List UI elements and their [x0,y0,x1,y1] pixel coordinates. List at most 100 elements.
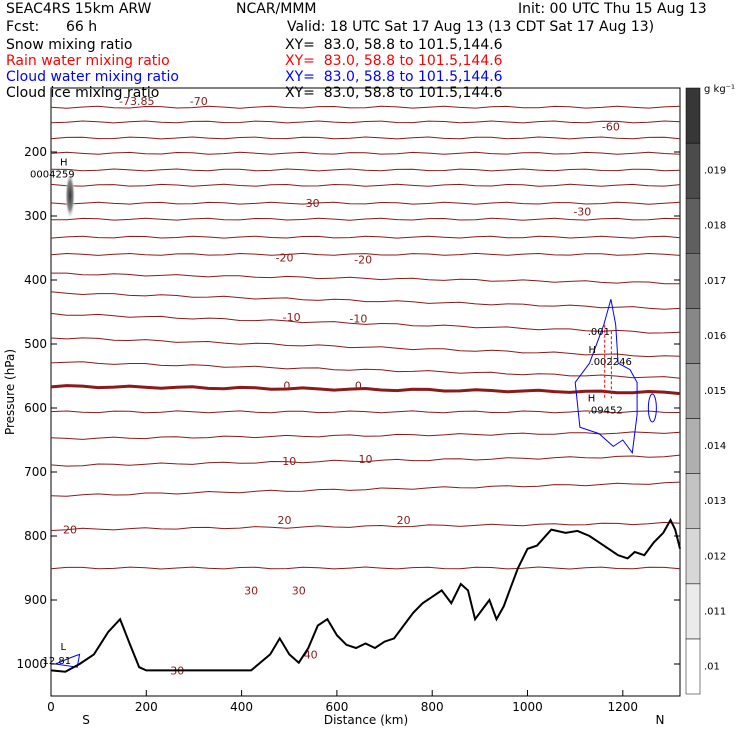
colorbar-cell [685,583,701,640]
field-xy-cloud-ice: XY= 83.0, 58.8 to 101.5,144.6 [285,85,503,101]
south-endpoint-label: S [82,713,90,727]
colorbar-label: .012 [704,551,726,562]
contour-label: 20 [397,514,411,527]
axes: 0 200 400 600 800 1000 12002003004005006007008… [16,145,680,714]
field-label-snow: Snow mixing ratio [6,37,133,53]
snow-max-marker: H [60,158,68,169]
colorbar-label: .018 [704,221,726,232]
contour-label: -30 [573,206,591,219]
contour-label: -73.85 [119,95,154,108]
colorbar-label: .01 [704,661,720,672]
x-axis-title: Distance (km) [324,713,408,727]
colorbar-cell [685,638,701,695]
colorbar-cell [685,363,701,419]
temperature-contour-line [50,235,681,239]
contour-label: -70 [190,95,208,108]
cloud-ice-min-marker: L [61,642,67,653]
temperature-contour-line [50,168,681,172]
temperature-contour-line [50,481,681,497]
x-tick-label: 600 [325,700,348,714]
contour-label: -20 [276,252,294,265]
x-tick-label: 800 [421,700,444,714]
colorbar-label: .016 [704,331,726,342]
x-tick-label: 1200 [608,700,639,714]
y-tick-label: 900 [24,593,47,607]
terrain-line [50,517,681,673]
field-label-cloud-water: Cloud water mixing ratio [6,69,179,85]
valid-time: Valid: 18 UTC Sat 17 Aug 13 (13 CDT Sat … [287,19,655,35]
temperature-contour-line [50,201,681,205]
y-tick-label: 200 [24,145,47,159]
temperature-contour-line [50,431,681,440]
temperature-contour-line [50,521,681,531]
plot-frame [50,87,681,697]
y-tick-label: 1000 [16,657,47,671]
colorbar-label: .017 [704,276,726,287]
colorbar-cell [685,197,701,254]
cloud-water-contour-left [54,653,81,668]
y-tick-label: 400 [24,273,47,287]
colorbar: .01 .011 .012 .013 .014 .015 .016 .017 .018 .019 g… [685,84,735,695]
cloud-water-max-value: .09452 [588,406,623,417]
field-label-rain: Rain water mixing ratio [6,53,170,69]
snow-max-value: 0004259 [30,170,75,181]
temperature-contour-line [50,410,681,414]
colorbar-cell [685,87,701,144]
rain-max-marker: H [589,345,597,356]
rain-max-value: .002246 [591,357,632,368]
forecast-label: Fcst: [6,19,40,35]
contour-label: 0 [283,380,290,393]
contour-label: 10 [359,453,373,466]
contour-label: 10 [282,455,296,468]
colorbar-cell [685,308,701,364]
y-tick-label: 600 [24,401,47,415]
cloud-water-max-marker: H [588,394,596,405]
colorbar-cell [685,473,701,529]
temperature-contours [50,105,681,570]
field-xy-snow: XY= 83.0, 58.8 to 101.5,144.6 [285,37,503,53]
colorbar-cell [685,418,701,474]
init-time: Init: 00 UTC Thu 15 Aug 13 [518,1,707,17]
colorbar-label: .014 [704,441,726,452]
model-title: SEAC4RS 15km ARW [6,1,152,17]
temperature-contour-line [50,361,681,379]
colorbar-label: .019 [704,166,726,177]
colorbar-cell [685,528,701,585]
temperature-contour-line [50,252,681,256]
temperature-contour-line [50,151,681,155]
field-xy-rain: XY= 83.0, 58.8 to 101.5,144.6 [285,53,503,69]
field-xy-cloud-water: XY= 83.0, 58.8 to 101.5,144.6 [285,69,503,85]
contour-label: 0 [355,380,362,393]
contour-label: -30 [302,197,320,210]
x-tick-label: 1000 [512,700,543,714]
temperature-contour-line [50,136,681,140]
contour-label: -10 [349,312,367,325]
forecast-hours: 66 h [66,19,98,35]
colorbar-label: .013 [704,496,726,507]
temperature-contour-line [51,272,680,285]
y-axis-title: Pressure (hPa) [3,349,17,435]
y-tick-label: 500 [24,337,47,351]
temperature-contour-line [50,312,681,334]
snow-plume [65,171,76,220]
cloud-ice-min-value: 12.81 [43,656,72,667]
x-tick-label: 400 [230,700,253,714]
colorbar-cell [685,253,701,309]
source-label: NCAR/MMM [236,1,317,17]
contour-label: -10 [283,311,301,324]
temperature-contour-line [50,105,681,109]
y-tick-label: 700 [24,465,47,479]
colorbar-cell [685,142,701,199]
temperature-contour-line [50,566,681,570]
contour-label: -60 [602,120,620,133]
temperature-contour-line [50,454,681,467]
temperature-contour-line [50,291,681,310]
x-tick-label: 200 [135,700,158,714]
temperature-contour-line [50,384,681,396]
y-tick-label: 800 [24,529,47,543]
colorbar-label: .015 [704,386,726,397]
contour-label: 30 [292,584,306,597]
north-endpoint-label: N [656,713,665,727]
